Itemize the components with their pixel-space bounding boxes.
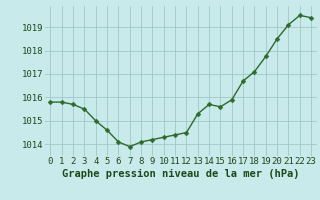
X-axis label: Graphe pression niveau de la mer (hPa): Graphe pression niveau de la mer (hPa): [62, 169, 300, 179]
